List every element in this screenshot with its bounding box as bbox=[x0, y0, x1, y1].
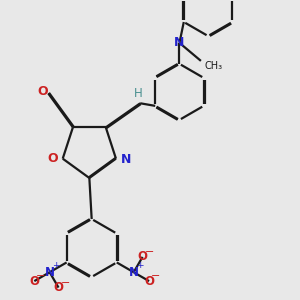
Text: O: O bbox=[138, 250, 148, 263]
Text: −: − bbox=[151, 272, 160, 281]
Text: O: O bbox=[144, 274, 154, 288]
Text: O: O bbox=[29, 274, 39, 288]
Text: −: − bbox=[144, 247, 154, 257]
Text: −: − bbox=[60, 278, 70, 288]
Text: H: H bbox=[134, 86, 142, 100]
Text: CH₃: CH₃ bbox=[205, 61, 223, 70]
Text: N: N bbox=[129, 266, 139, 279]
Text: +: + bbox=[52, 261, 60, 270]
Text: N: N bbox=[174, 36, 184, 50]
Text: −: − bbox=[36, 272, 46, 281]
Text: +: + bbox=[136, 261, 144, 270]
Text: O: O bbox=[37, 85, 48, 98]
Text: N: N bbox=[121, 153, 131, 166]
Text: N: N bbox=[45, 266, 55, 279]
Text: O: O bbox=[47, 152, 58, 165]
Text: O: O bbox=[53, 281, 64, 294]
